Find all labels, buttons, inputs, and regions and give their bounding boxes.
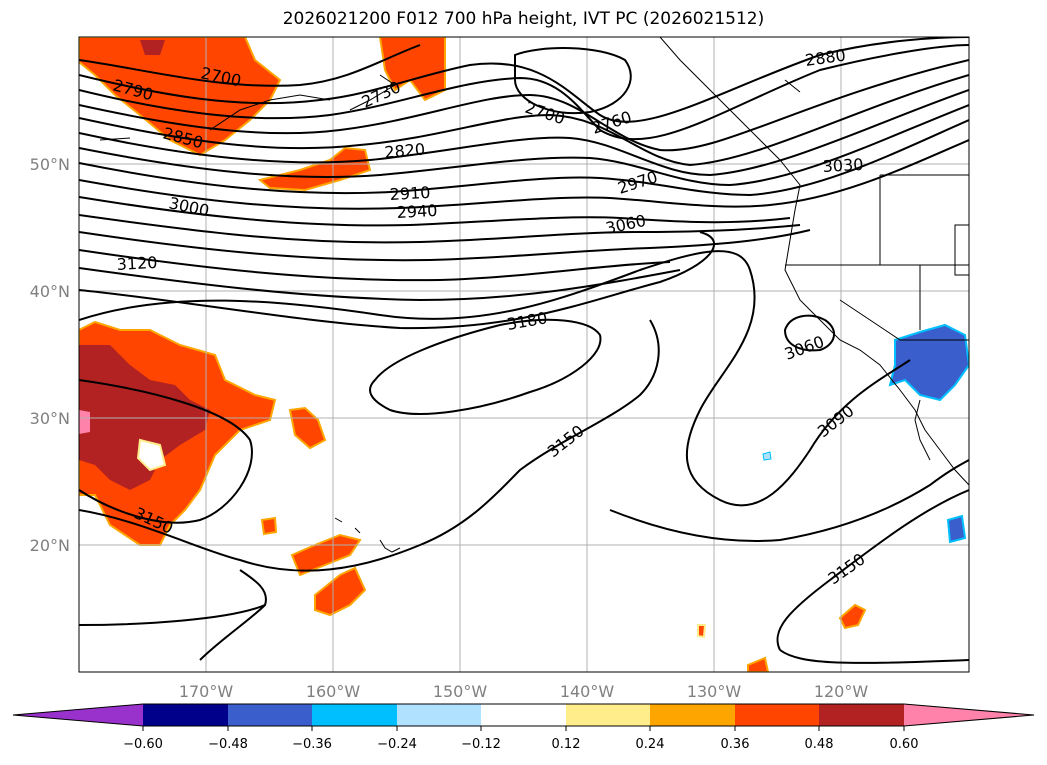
colorbar-bin: [819, 704, 904, 726]
contour-label: 3000: [167, 193, 211, 220]
contour-label: 3180: [505, 308, 548, 334]
lon-label: 130°W: [687, 682, 742, 701]
map-area: 2700 2790 2850 2730 2820 2910 2940 3000 …: [79, 37, 969, 672]
contour-label: 2820: [384, 140, 426, 162]
colorbar-bin: [312, 704, 397, 726]
colorbar-bin: [228, 704, 312, 726]
colorbar-bin: [650, 704, 735, 726]
height-contours: [79, 37, 969, 664]
lat-label: 20°N: [30, 536, 70, 555]
colorbar-tick-label: 0.60: [890, 737, 919, 752]
colorbar-tick-label: −0.60: [123, 737, 163, 752]
lat-label: 30°N: [30, 409, 70, 428]
colorbar-bin: [397, 704, 481, 726]
contour-label: 3120: [116, 253, 158, 274]
contour-label: 2730: [359, 77, 404, 111]
longitude-labels: 170°W 160°W 150°W 140°W 130°W 120°W: [179, 682, 869, 701]
contour-label: 3060: [604, 211, 648, 238]
colorbar-bin: [143, 704, 228, 726]
colorbar-tick-label: −0.36: [292, 737, 332, 752]
colorbar-tick-label: −0.12: [461, 737, 501, 752]
colorbar-tick-label: 0.24: [636, 737, 665, 752]
colorbar-bin: [481, 704, 566, 726]
colorbar-extend-low: [13, 704, 143, 726]
colorbar-extend-high: [904, 704, 1034, 726]
contour-label: 2910: [389, 183, 431, 204]
contour-label: 2880: [804, 45, 847, 69]
lon-label: 150°W: [433, 682, 488, 701]
lon-label: 160°W: [306, 682, 361, 701]
colorbar-tick-label: 0.48: [805, 737, 834, 752]
colorbar-bin: [566, 704, 650, 726]
map-frame: [78, 36, 970, 673]
contour-label: 3060: [782, 332, 827, 364]
graticule: [79, 37, 969, 672]
lon-label: 170°W: [179, 682, 234, 701]
map-title: 2026021200 F012 700 hPa height, IVT PC (…: [282, 9, 765, 29]
lat-label: 50°N: [30, 155, 70, 174]
contour-label: 3030: [822, 155, 864, 176]
contour-label: 3150: [544, 421, 588, 461]
colorbar: −0.60 −0.48 −0.36 −0.24 −0.12 0.12 0.24 …: [12, 703, 1035, 752]
contour-label: 3090: [814, 401, 858, 441]
colorbar-tick-label: −0.24: [377, 737, 417, 752]
colorbar-bin: [735, 704, 819, 726]
contour-label: 2970: [615, 167, 660, 198]
contour-label: 2700: [523, 98, 568, 129]
colorbar-tick-label: −0.48: [208, 737, 248, 752]
lon-label: 140°W: [560, 682, 615, 701]
colorbar-tick-label: 0.12: [552, 737, 581, 752]
ivt-negative-shading: [762, 323, 969, 544]
lat-label: 40°N: [30, 282, 70, 301]
lon-label: 120°W: [814, 682, 869, 701]
colorbar-tick-label: 0.36: [721, 737, 750, 752]
contour-label: 2940: [396, 201, 438, 222]
latitude-labels: 50°N 40°N 30°N 20°N: [30, 155, 70, 555]
